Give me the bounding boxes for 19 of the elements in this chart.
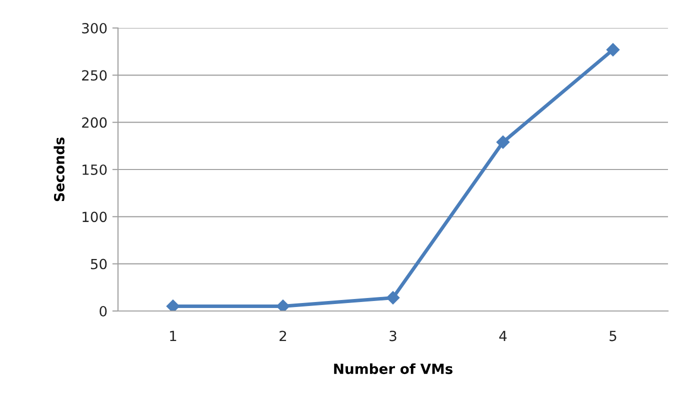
y-tick-label: 250 (82, 70, 107, 81)
point (386, 291, 400, 304)
y-tick-label: 200 (82, 117, 107, 128)
x-tick-label: 2 (280, 330, 286, 341)
x-tick-label: 3 (390, 330, 396, 342)
y-tick-label: 150 (82, 164, 107, 175)
y-tick-label: 0 (100, 306, 107, 316)
point (606, 43, 620, 56)
x-tick-label: 4 (499, 330, 507, 341)
x-axis-title: Number of VMs (334, 363, 452, 374)
y-axis-title: Seconds (54, 138, 64, 202)
point (276, 300, 290, 311)
y-tick-label: 50 (90, 258, 107, 270)
point (496, 136, 510, 149)
y-tick-label: 300 (82, 22, 107, 34)
x-tick-label: 5 (610, 330, 616, 342)
point (166, 300, 180, 311)
y-tick-label: 100 (82, 212, 107, 222)
x-tick-label: 1 (170, 330, 176, 341)
